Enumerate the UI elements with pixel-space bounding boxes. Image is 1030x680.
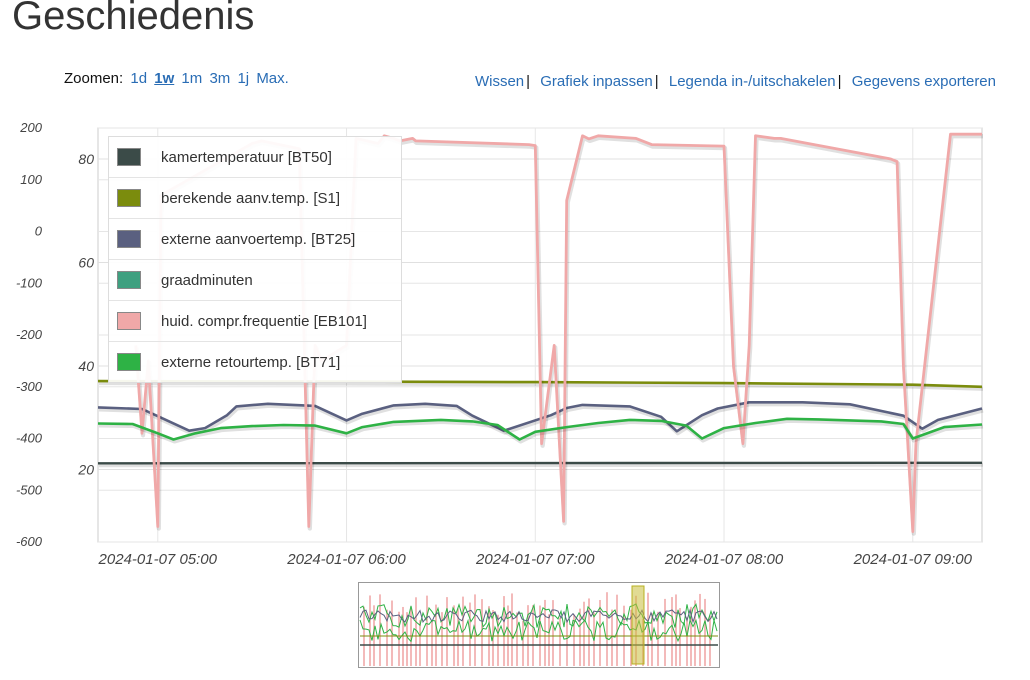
legend-item[interactable]: kamertemperatuur [BT50]: [109, 137, 401, 178]
legend-swatch: [117, 148, 141, 166]
y-left-tick-label: 100: [20, 172, 42, 187]
separator: |: [526, 73, 531, 90]
y-right-tick-label: 40: [78, 358, 94, 374]
zoom-1d[interactable]: 1d: [130, 70, 148, 87]
x-tick-label: 2024-01-07 05:00: [98, 551, 218, 568]
series-line: [97, 461, 983, 465]
overview-navigator[interactable]: [358, 582, 720, 668]
zoom-max[interactable]: Max.: [256, 70, 289, 87]
legend-label: huid. compr.frequentie [EB101]: [161, 312, 367, 330]
legend-swatch: [117, 271, 141, 289]
legend-item[interactable]: externe retourtemp. [BT71]: [109, 342, 401, 382]
separator: |: [837, 73, 842, 90]
x-tick-label: 2024-01-07 07:00: [475, 551, 595, 568]
legend-label: externe retourtemp. [BT71]: [161, 353, 341, 371]
fit-chart-link[interactable]: Grafiek inpassen: [540, 73, 653, 90]
toggle-legend-link[interactable]: Legenda in-/uitschakelen: [668, 73, 836, 90]
legend-label: graadminuten: [161, 271, 253, 289]
series-shadow: [98, 402, 984, 436]
y-left-tick-label: 0: [35, 224, 43, 239]
y-left-tick-label: -600: [16, 534, 43, 549]
series-line: [97, 400, 983, 433]
series-shadow: [98, 418, 984, 444]
overview-line: [359, 608, 718, 624]
legend-swatch: [117, 353, 141, 371]
overview-line: [359, 603, 718, 628]
legend-item[interactable]: externe aanvoertemp. [BT25]: [109, 219, 401, 260]
clear-link[interactable]: Wissen: [474, 73, 525, 90]
y-right-tick-label: 80: [78, 151, 94, 167]
zoom-1m[interactable]: 1m: [181, 70, 203, 87]
zoom-bar: Zoomen: 1d 1w 1m 3m 1j Max.: [64, 70, 289, 87]
y-left-tick-label: -200: [16, 327, 43, 342]
y-left-tick-label: -300: [16, 379, 43, 394]
legend-label: externe aanvoertemp. [BT25]: [161, 230, 356, 248]
x-tick-label: 2024-01-07 08:00: [664, 551, 784, 568]
legend-item[interactable]: huid. compr.frequentie [EB101]: [109, 301, 401, 342]
legend-item[interactable]: berekende aanv.temp. [S1]: [109, 178, 401, 219]
export-data-link[interactable]: Gegevens exporteren: [851, 73, 996, 90]
overview-selection-window: [631, 585, 645, 665]
overview-line: [359, 618, 718, 643]
y-right-tick-label: 60: [78, 255, 94, 271]
x-tick-label: 2024-01-07 06:00: [286, 551, 406, 568]
chart-actions: Wissen | Grafiek inpassen | Legenda in-/ui…: [436, 70, 996, 93]
legend-item[interactable]: graadminuten: [109, 260, 401, 301]
x-tick-label: 2024-01-07 09:00: [853, 551, 973, 568]
page-title: Geschiedenis: [12, 0, 255, 38]
y-left-tick-label: -500: [16, 482, 43, 497]
y-left-tick-label: -400: [16, 431, 43, 446]
zoom-1j[interactable]: 1j: [237, 70, 250, 87]
y-left-tick-label: 200: [19, 120, 42, 135]
zoom-1w[interactable]: 1w: [154, 70, 175, 87]
y-right-tick-label: 20: [77, 462, 94, 478]
legend-swatch: [117, 312, 141, 330]
chart-legend: kamertemperatuur [BT50] berekende aanv.te…: [108, 136, 402, 383]
y-left-tick-label: -100: [16, 275, 43, 290]
zoom-label: Zoomen:: [64, 70, 124, 87]
series-line: [97, 417, 983, 441]
legend-label: kamertemperatuur [BT50]: [161, 148, 332, 166]
series-shadow: [98, 462, 984, 468]
legend-swatch: [117, 189, 141, 207]
separator: |: [654, 73, 659, 90]
legend-swatch: [117, 230, 141, 248]
zoom-3m[interactable]: 3m: [209, 70, 231, 87]
legend-label: berekende aanv.temp. [S1]: [161, 189, 341, 207]
